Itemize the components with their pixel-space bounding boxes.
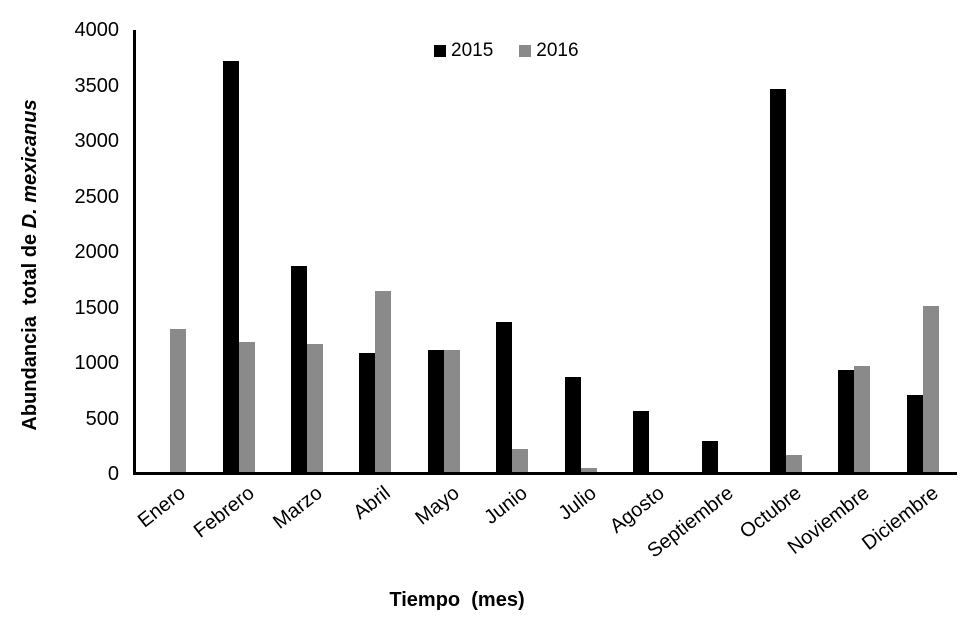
y-axis-title-species-italic: D. mexicanus [19,99,41,229]
bar-2016-julio [581,468,597,472]
legend-swatch-2016 [519,45,532,57]
x-tick-label-junio: Junio [480,482,532,529]
bar-2015-marzo [291,266,307,472]
bar-2015-noviembre [838,370,854,472]
x-tick-label-marzo: Marzo [269,482,327,534]
bar-2016-noviembre [854,366,870,472]
bar-2016-marzo [307,344,323,472]
x-tick-label-diciembre: Diciembre [858,482,943,555]
y-tick-label-1500: 1500 [74,297,120,319]
x-tick-label-julio: Julio [554,482,601,525]
bar-2016-febrero [239,342,255,472]
y-tick-label-3500: 3500 [74,75,120,97]
y-tick-label-3000: 3000 [74,130,120,152]
plot-area [133,30,957,475]
y-tick-label-2500: 2500 [74,186,120,208]
bar-2015-agosto [633,411,649,472]
legend-item-2015: 2015 [434,40,493,62]
y-tick-label-0: 0 [107,463,119,485]
y-tick-label-2000: 2000 [74,241,120,263]
bar-2016-junio [512,449,528,472]
bar-2016-enero [170,329,186,472]
bar-2016-octubre [786,455,802,472]
bar-2015-junio [496,322,512,472]
bar-2015-julio [565,377,581,472]
x-tick-label-abril: Abril [349,482,395,524]
legend-swatch-2015 [434,45,446,57]
y-tick-label-4000: 4000 [74,19,120,41]
x-axis-title: Tiempo (mes) [389,589,525,611]
bar-2015-octubre [770,89,786,472]
legend-item-2016: 2016 [519,40,579,62]
bar-2016-abril [375,291,391,472]
x-tick-label-enero: Enero [133,482,190,533]
legend-label-2016: 2016 [536,40,579,61]
bar-2015-septiembre [702,441,718,472]
y-tick-label-1000: 1000 [74,352,120,374]
legend: 2015 2016 [434,40,579,62]
bar-2015-mayo [428,350,444,472]
legend-label-2015: 2015 [451,40,494,61]
bar-2015-diciembre [907,395,923,472]
bar-2015-abril [359,353,375,472]
x-tick-label-mayo: Mayo [411,482,464,530]
x-tick-label-febrero: Febrero [189,482,259,543]
x-tick-label-agosto: Agosto [605,482,669,538]
bar-2016-diciembre [923,306,939,472]
bar-2015-febrero [223,61,239,472]
y-tick-label-500: 500 [85,408,119,430]
bar-2016-mayo [444,350,460,472]
